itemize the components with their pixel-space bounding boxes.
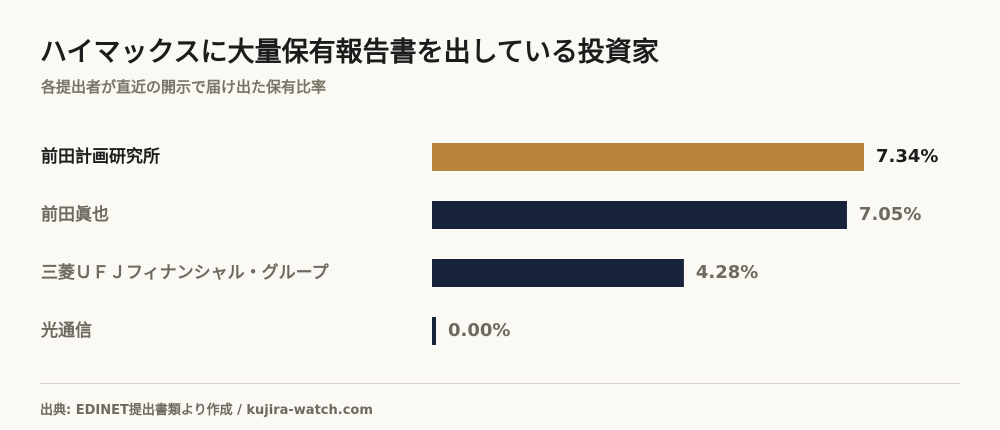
bar bbox=[432, 317, 436, 345]
footer-divider bbox=[40, 383, 960, 384]
bar bbox=[432, 259, 684, 287]
category-label: 三菱ＵＦＪフィナンシャル・グループ bbox=[41, 262, 330, 283]
bar bbox=[432, 201, 847, 229]
chart-title: ハイマックスに大量保有報告書を出している投資家 bbox=[40, 37, 659, 68]
category-label: 光通信 bbox=[40, 320, 92, 341]
category-label: 前田計画研究所 bbox=[41, 146, 160, 167]
value-label: 0.00% bbox=[448, 320, 510, 341]
value-label: 7.34% bbox=[876, 146, 938, 167]
value-label: 7.05% bbox=[859, 204, 921, 225]
chart-subtitle: 各提出者が直近の開示で届け出た保有比率 bbox=[41, 78, 327, 96]
value-label: 4.28% bbox=[696, 262, 758, 283]
source-note: 出典: EDINET提出書類より作成 / kujira-watch.com bbox=[40, 403, 373, 418]
category-label: 前田眞也 bbox=[41, 204, 109, 225]
bar bbox=[432, 143, 864, 171]
